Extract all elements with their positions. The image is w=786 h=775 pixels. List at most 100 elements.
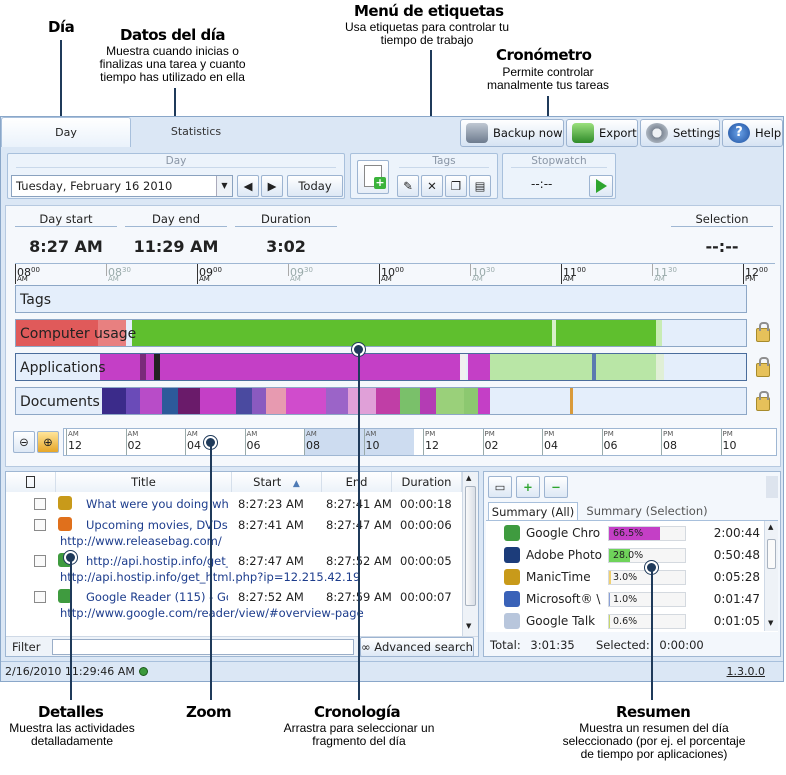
timeline-segment[interactable] bbox=[98, 320, 126, 346]
details-column-duration[interactable]: Duration bbox=[392, 472, 462, 492]
timeline-segment[interactable] bbox=[490, 354, 656, 380]
row-checkbox[interactable] bbox=[34, 498, 46, 510]
timeline-segment[interactable] bbox=[236, 388, 252, 414]
timeline-segment[interactable] bbox=[326, 388, 348, 414]
timeline-segment[interactable] bbox=[126, 388, 140, 414]
export-button[interactable]: Export bbox=[566, 119, 638, 147]
next-day-button[interactable]: ▶ bbox=[261, 175, 283, 197]
computer-usage-timeline-row[interactable]: Computer usage bbox=[15, 319, 747, 347]
scrollbar-thumb[interactable] bbox=[465, 486, 476, 606]
timeline-segment[interactable] bbox=[178, 388, 200, 414]
timeline-segment[interactable] bbox=[468, 354, 490, 380]
filter-input[interactable] bbox=[52, 639, 354, 655]
table-row[interactable]: Google Reader (115) - Goc 8:27:52 AM 8:27:… bbox=[6, 587, 462, 623]
timeline-segment[interactable] bbox=[592, 354, 596, 380]
applications-timeline-row[interactable]: Applications bbox=[15, 353, 747, 381]
add-tag-button[interactable]: + bbox=[357, 160, 389, 194]
chevron-down-icon[interactable]: ▼ bbox=[768, 619, 774, 627]
timeline-segment[interactable] bbox=[266, 388, 286, 414]
tags-timeline-row[interactable]: Tags bbox=[15, 285, 747, 313]
tab-summary-selection[interactable]: Summary (Selection) bbox=[586, 504, 708, 518]
table-row[interactable]: What were you doing whil 8:27:23 AM 8:27:4… bbox=[6, 494, 462, 514]
details-scrollbar[interactable]: ▲ ▼ bbox=[462, 472, 478, 636]
timeline-segment[interactable] bbox=[348, 388, 376, 414]
scrollbar-thumb[interactable] bbox=[767, 539, 776, 569]
backup-now-button[interactable]: Backup now bbox=[460, 119, 564, 147]
tab-statistics[interactable]: Statistics bbox=[170, 125, 222, 138]
paste-tag-button[interactable]: ▤ bbox=[469, 175, 491, 197]
timeline-segment[interactable] bbox=[436, 388, 464, 414]
timeline-segment[interactable] bbox=[656, 354, 664, 380]
row-checkbox[interactable] bbox=[34, 591, 46, 603]
timeline-segment[interactable] bbox=[200, 388, 236, 414]
chevron-down-icon[interactable]: ▼ bbox=[216, 176, 232, 196]
timeline-segment[interactable] bbox=[460, 354, 466, 380]
delete-tag-button[interactable]: ✕ bbox=[421, 175, 443, 197]
summary-add-button[interactable]: + bbox=[516, 476, 540, 498]
timeline-ruler[interactable]: 0800 AM 0830 AM 0900 AM 0930 AM 1000 AM 1030 AM 1100… bbox=[15, 263, 775, 285]
tab-day[interactable]: Day bbox=[1, 117, 131, 147]
timeline-segment[interactable] bbox=[102, 388, 126, 414]
timeline-segment[interactable] bbox=[16, 320, 98, 346]
summary-progress-fill bbox=[609, 593, 610, 606]
date-picker[interactable]: Tuesday, February 16 2010 ▼ bbox=[11, 175, 233, 197]
summary-panel-grip[interactable] bbox=[766, 476, 778, 498]
timeline-segment[interactable] bbox=[286, 388, 326, 414]
timeline-segment[interactable] bbox=[556, 320, 656, 346]
timeline-segment[interactable] bbox=[400, 388, 420, 414]
zoom-out-button[interactable]: ⊖ bbox=[13, 431, 35, 453]
timeline-segment[interactable] bbox=[478, 388, 490, 414]
timeline-segment[interactable] bbox=[570, 388, 573, 414]
timeline-segment[interactable] bbox=[100, 354, 140, 380]
zoom-ruler[interactable]: AM 12 AM 02 AM 04 AM 06 AM 08 AM 10 PM 12 PM 02 PM 04 PM 06… bbox=[63, 428, 777, 456]
summary-row[interactable]: Google Chro 66.5% 2:00:44 bbox=[486, 523, 768, 545]
summary-remove-button[interactable]: − bbox=[544, 476, 568, 498]
timeline-segment[interactable] bbox=[140, 354, 146, 380]
advanced-search-button[interactable]: ∞ Advanced search bbox=[360, 637, 474, 657]
details-column-title[interactable]: Title bbox=[56, 472, 232, 492]
summary-row[interactable]: Microsoft® \ 1.0% 0:01:47 bbox=[486, 589, 768, 611]
timeline-segment[interactable] bbox=[464, 388, 478, 414]
lock-icon[interactable] bbox=[756, 322, 770, 342]
row-checkbox[interactable] bbox=[34, 555, 46, 567]
row-checkbox[interactable] bbox=[34, 519, 46, 531]
timeline-segment[interactable] bbox=[154, 354, 160, 380]
copy-tag-button[interactable]: ❐ bbox=[445, 175, 467, 197]
documents-timeline-row[interactable]: Documents bbox=[15, 387, 747, 415]
chevron-up-icon[interactable]: ▲ bbox=[768, 523, 774, 531]
timeline-segment[interactable] bbox=[160, 354, 460, 380]
timeline-segment[interactable] bbox=[132, 320, 552, 346]
summary-scrollbar[interactable]: ▲ ▼ bbox=[764, 521, 778, 631]
edit-tag-button[interactable]: ✎ bbox=[397, 175, 419, 197]
chevron-up-icon[interactable]: ▲ bbox=[466, 474, 472, 482]
lock-icon[interactable] bbox=[756, 357, 770, 377]
timeline-segment[interactable] bbox=[146, 354, 154, 380]
timeline-segment[interactable] bbox=[140, 388, 162, 414]
details-column-icon[interactable] bbox=[6, 472, 56, 492]
chevron-down-icon[interactable]: ▼ bbox=[466, 622, 472, 630]
lock-icon[interactable] bbox=[756, 391, 770, 411]
summary-progress-bar: 0.6% bbox=[608, 614, 686, 629]
stopwatch-start-button[interactable] bbox=[589, 175, 613, 197]
today-button[interactable]: Today bbox=[287, 175, 343, 197]
timeline-segment[interactable] bbox=[252, 388, 266, 414]
summary-row[interactable]: Adobe Photo 28.0% 0:50:48 bbox=[486, 545, 768, 567]
details-column-end[interactable]: End bbox=[322, 472, 392, 492]
help-button[interactable]: ? Help bbox=[722, 119, 783, 147]
timeline-segment[interactable] bbox=[552, 320, 556, 346]
version-link[interactable]: 1.3.0.0 bbox=[726, 665, 765, 678]
timeline-segment[interactable] bbox=[162, 388, 178, 414]
settings-button[interactable]: Settings bbox=[640, 119, 720, 147]
table-row[interactable]: Upcoming movies, DVDs, \ 8:27:41 AM 8:27:4… bbox=[6, 515, 462, 551]
details-column-start[interactable]: Start ▲ bbox=[232, 472, 322, 492]
previous-day-button[interactable]: ◀ bbox=[237, 175, 259, 197]
timeline-segment[interactable] bbox=[420, 388, 436, 414]
summary-folder-button[interactable]: ▭ bbox=[488, 476, 512, 498]
timeline-segment[interactable] bbox=[376, 388, 400, 414]
timeline-segment[interactable] bbox=[656, 320, 662, 346]
summary-row[interactable]: ManicTime 3.0% 0:05:28 bbox=[486, 567, 768, 589]
summary-row[interactable]: Google Talk 0.6% 0:01:05 bbox=[486, 611, 768, 633]
advanced-search-label: Advanced search bbox=[374, 640, 473, 654]
tab-summary-all[interactable]: Summary (All) bbox=[488, 502, 578, 520]
zoom-fit-button[interactable]: ⊕ bbox=[37, 431, 59, 453]
